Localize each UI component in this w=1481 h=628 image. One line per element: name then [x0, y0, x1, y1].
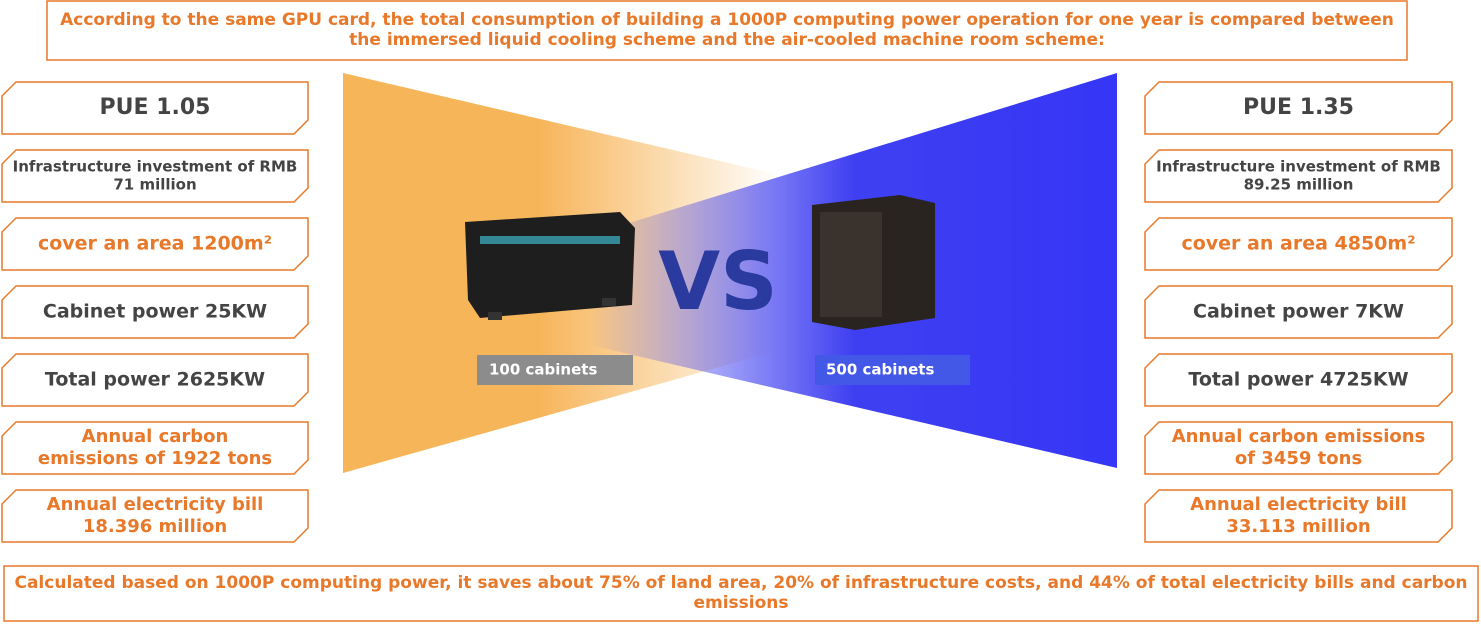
box-text: Annual carbon: [82, 426, 229, 447]
box-text: Infrastructure investment of RMB: [13, 158, 298, 176]
title-line: the immersed liquid cooling scheme and t…: [349, 30, 1105, 50]
info-box: [1, 421, 309, 475]
info-box: [1144, 489, 1453, 543]
box-text: Total power 2625KW: [45, 369, 265, 391]
info-box: [1, 149, 309, 203]
info-box: [1144, 81, 1453, 135]
box-text: Cabinet power 25KW: [43, 301, 267, 323]
box-text: Annual carbon emissions: [1172, 426, 1426, 447]
left-label: 100 cabinets: [489, 361, 597, 379]
footer-line: Calculated based on 1000P computing powe…: [14, 573, 1467, 593]
box-text: Total power 4725KW: [1188, 369, 1408, 391]
box-text: Infrastructure investment of RMB: [1156, 158, 1441, 176]
air-cabinet: [812, 195, 935, 330]
info-box: [1144, 285, 1453, 339]
box-text: cover an area 1200m²: [38, 233, 272, 255]
right-label-bg: [815, 355, 970, 385]
box-text: Annual electricity bill: [1190, 494, 1407, 515]
info-box: [1, 81, 309, 135]
box-text: Annual electricity bill: [47, 494, 264, 515]
box-text: 33.113 million: [1226, 516, 1370, 537]
info-box: [1, 285, 309, 339]
info-box: [1144, 149, 1453, 203]
box-text: cover an area 4850m²: [1181, 233, 1415, 255]
box-text: PUE 1.35: [1243, 95, 1354, 120]
box-text: emissions of 1922 tons: [38, 448, 272, 469]
info-box: [1, 489, 309, 543]
vs-text: VS: [658, 235, 778, 328]
info-box: [1144, 353, 1453, 407]
info-box: [1, 217, 309, 271]
immersion-unit: [465, 212, 635, 320]
left-label-bg: [477, 355, 633, 385]
box-text: 71 million: [113, 176, 196, 194]
footer-box: [3, 565, 1479, 622]
info-box: [1144, 217, 1453, 271]
box-text: Cabinet power 7KW: [1193, 301, 1404, 323]
title-box: [46, 0, 1408, 61]
info-box: [1, 353, 309, 407]
box-text: PUE 1.05: [100, 95, 211, 120]
footer-line: emissions: [693, 593, 788, 613]
box-text: 89.25 million: [1244, 176, 1354, 194]
info-box: [1144, 421, 1453, 475]
box-text: of 3459 tons: [1235, 448, 1362, 469]
right-label: 500 cabinets: [826, 361, 934, 379]
box-text: 18.396 million: [83, 516, 227, 537]
title-line: According to the same GPU card, the tota…: [60, 10, 1394, 30]
